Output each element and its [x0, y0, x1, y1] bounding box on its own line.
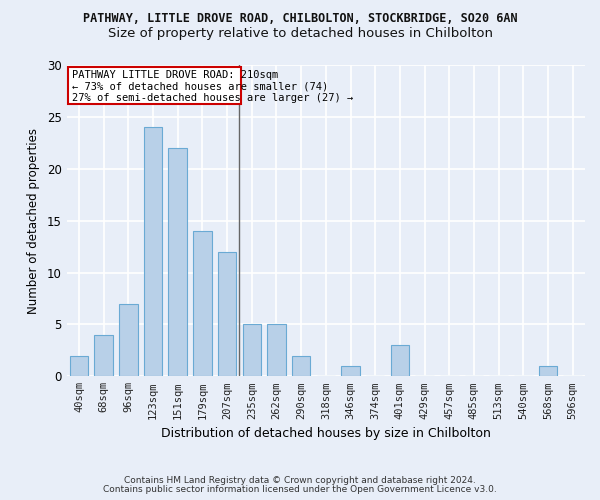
Bar: [70, 356, 88, 376]
Bar: [218, 252, 236, 376]
Bar: [193, 231, 212, 376]
Bar: [242, 324, 261, 376]
Text: PATHWAY, LITTLE DROVE ROAD, CHILBOLTON, STOCKBRIDGE, SO20 6AN: PATHWAY, LITTLE DROVE ROAD, CHILBOLTON, …: [83, 12, 517, 26]
Y-axis label: Number of detached properties: Number of detached properties: [27, 128, 40, 314]
Text: 27% of semi-detached houses are larger (27) →: 27% of semi-detached houses are larger (…: [71, 93, 353, 103]
Text: Contains HM Land Registry data © Crown copyright and database right 2024.: Contains HM Land Registry data © Crown c…: [124, 476, 476, 485]
Bar: [267, 324, 286, 376]
X-axis label: Distribution of detached houses by size in Chilbolton: Distribution of detached houses by size …: [161, 427, 491, 440]
Bar: [292, 356, 310, 376]
Bar: [119, 304, 137, 376]
Text: Size of property relative to detached houses in Chilbolton: Size of property relative to detached ho…: [107, 28, 493, 40]
Bar: [144, 128, 163, 376]
Bar: [341, 366, 360, 376]
FancyBboxPatch shape: [68, 67, 241, 104]
Text: ← 73% of detached houses are smaller (74): ← 73% of detached houses are smaller (74…: [71, 82, 328, 92]
Bar: [169, 148, 187, 376]
Bar: [391, 345, 409, 376]
Bar: [539, 366, 557, 376]
Text: Contains public sector information licensed under the Open Government Licence v3: Contains public sector information licen…: [103, 485, 497, 494]
Text: PATHWAY LITTLE DROVE ROAD: 210sqm: PATHWAY LITTLE DROVE ROAD: 210sqm: [71, 70, 278, 80]
Bar: [94, 335, 113, 376]
